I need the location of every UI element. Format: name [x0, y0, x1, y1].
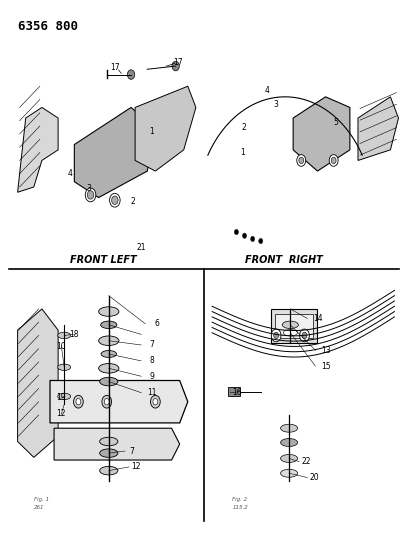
Text: FRONT  RIGHT: FRONT RIGHT [244, 255, 322, 265]
Text: 115.2: 115.2 [233, 505, 248, 511]
Text: 4: 4 [68, 169, 73, 178]
Circle shape [297, 155, 306, 166]
Text: 13: 13 [322, 346, 331, 355]
Polygon shape [18, 108, 58, 192]
Ellipse shape [58, 332, 71, 338]
Circle shape [302, 332, 307, 338]
Ellipse shape [281, 455, 297, 463]
Polygon shape [74, 108, 155, 198]
Circle shape [73, 395, 83, 408]
Circle shape [331, 157, 336, 164]
Circle shape [104, 399, 109, 405]
Text: 10: 10 [57, 342, 66, 351]
Polygon shape [54, 428, 180, 460]
Ellipse shape [101, 321, 117, 328]
Circle shape [329, 155, 338, 166]
Circle shape [234, 229, 238, 235]
Text: 14: 14 [313, 314, 323, 323]
Ellipse shape [99, 307, 119, 317]
Polygon shape [358, 97, 399, 160]
Ellipse shape [99, 364, 119, 373]
Text: 1: 1 [149, 127, 154, 136]
Circle shape [259, 238, 263, 244]
Ellipse shape [101, 351, 116, 358]
Circle shape [242, 233, 246, 238]
Text: Fig. 1: Fig. 1 [34, 497, 49, 503]
Circle shape [251, 236, 255, 241]
Circle shape [76, 399, 81, 405]
Ellipse shape [100, 377, 118, 386]
Text: 7: 7 [150, 341, 155, 350]
Circle shape [299, 157, 304, 164]
Text: 6356 800: 6356 800 [18, 20, 78, 33]
Text: 15: 15 [322, 362, 331, 370]
Ellipse shape [281, 439, 297, 447]
Bar [228, 387, 240, 397]
Ellipse shape [100, 449, 118, 457]
Circle shape [274, 332, 279, 338]
Text: 261: 261 [34, 505, 44, 511]
Text: 2: 2 [131, 197, 135, 206]
Text: 9: 9 [150, 372, 155, 381]
Ellipse shape [282, 321, 298, 328]
Ellipse shape [281, 424, 297, 432]
Text: 11: 11 [147, 388, 157, 397]
Ellipse shape [281, 470, 297, 477]
Circle shape [102, 395, 112, 408]
Text: 16: 16 [233, 388, 242, 397]
Text: 21: 21 [136, 244, 146, 253]
Text: 22: 22 [302, 457, 311, 466]
Circle shape [110, 193, 120, 207]
Text: 20: 20 [309, 473, 319, 482]
Text: 4: 4 [264, 86, 269, 95]
Ellipse shape [283, 329, 297, 336]
Text: FRONT LEFT: FRONT LEFT [70, 255, 137, 265]
Text: 12: 12 [131, 463, 141, 471]
Text: 19: 19 [57, 393, 66, 402]
Circle shape [299, 329, 309, 342]
Polygon shape [135, 86, 196, 171]
Bar [275, 314, 313, 338]
Circle shape [112, 196, 118, 205]
Text: 2: 2 [242, 123, 246, 132]
Bar [271, 309, 317, 343]
Text: 17: 17 [110, 63, 120, 72]
Text: 7: 7 [129, 447, 134, 456]
Ellipse shape [100, 466, 118, 475]
Circle shape [172, 61, 179, 71]
Polygon shape [293, 97, 350, 171]
Text: 6: 6 [155, 319, 160, 328]
Ellipse shape [100, 437, 118, 446]
Ellipse shape [58, 393, 71, 400]
Circle shape [127, 70, 135, 79]
Text: 8: 8 [150, 357, 155, 366]
Ellipse shape [58, 364, 71, 370]
Text: 18: 18 [69, 330, 78, 339]
Circle shape [151, 395, 160, 408]
Text: Fig. 2: Fig. 2 [233, 497, 248, 503]
Text: 12: 12 [57, 409, 66, 418]
Circle shape [87, 191, 94, 199]
Text: 3: 3 [86, 183, 91, 192]
Ellipse shape [99, 336, 119, 345]
Polygon shape [18, 309, 58, 457]
Text: 5: 5 [333, 118, 338, 127]
Circle shape [271, 329, 281, 342]
Text: 3: 3 [274, 100, 279, 109]
Polygon shape [50, 381, 188, 423]
Circle shape [85, 188, 96, 202]
Text: 1: 1 [240, 148, 245, 157]
Text: 17: 17 [173, 58, 182, 67]
Circle shape [153, 399, 158, 405]
